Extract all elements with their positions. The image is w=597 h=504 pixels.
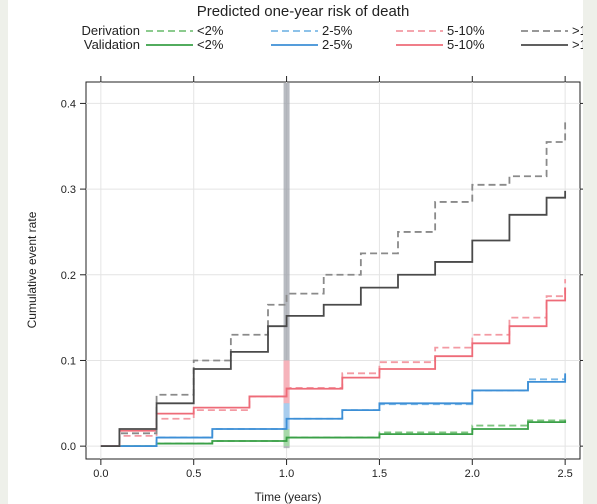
x-tick-label: 1.0 <box>279 468 294 480</box>
legend-category-label: 2-5% <box>322 23 353 38</box>
series-line-validation <box>100 190 567 448</box>
x-tick-label: 0.0 <box>93 468 108 480</box>
time-marker-band-5-10 <box>283 360 290 404</box>
legend-category-label: 5-10% <box>447 23 485 38</box>
legend-category-label: <2% <box>197 23 224 38</box>
x-tick-label: 2.5 <box>557 468 572 480</box>
time-marker-band-2-5 <box>283 403 290 430</box>
y-tick-label: 0.1 <box>61 355 76 367</box>
legend-category-label: >10% <box>572 37 583 52</box>
figure-panel: Predicted one-year risk of death Derivat… <box>8 0 583 504</box>
x-axis: 0.0 0.5 1.0 1.5 2.0 2.5 <box>93 76 573 480</box>
x-axis-label: Time (years) <box>255 490 322 504</box>
y-axis-label: Cumulative event rate <box>25 211 39 328</box>
series-lines <box>100 120 567 448</box>
y-tick-label: 0.0 <box>61 441 76 453</box>
y-tick-label: 0.3 <box>61 184 76 196</box>
legend-category-label: >10% <box>572 23 583 38</box>
legend-category-label: 2-5% <box>322 37 353 52</box>
series-line-validation <box>100 420 567 448</box>
legend-category-label: <2% <box>197 37 224 52</box>
series-line-validation <box>100 373 567 448</box>
chart-svg: Predicted one-year risk of death Derivat… <box>25 3 583 504</box>
time-marker-bar <box>283 83 290 449</box>
x-tick-label: 2.0 <box>465 468 480 480</box>
x-tick-label: 1.5 <box>372 468 387 480</box>
legend-title: Predicted one-year risk of death <box>197 3 410 20</box>
plot-area <box>85 81 581 460</box>
x-tick-label: 0.5 <box>186 468 201 480</box>
legend: Derivation <2% 2-5% 5-10% >10% Validation <2% 2… <box>81 23 583 52</box>
y-axis: 0.0 0.1 0.2 0.3 0.4 <box>61 98 583 453</box>
series-line-derivation <box>100 120 567 448</box>
y-tick-label: 0.4 <box>61 98 76 110</box>
legend-row-label: Derivation <box>81 23 140 38</box>
legend-row-label: Validation <box>84 37 140 52</box>
legend-category-label: 5-10% <box>447 37 485 52</box>
y-tick-label: 0.2 <box>61 270 76 282</box>
